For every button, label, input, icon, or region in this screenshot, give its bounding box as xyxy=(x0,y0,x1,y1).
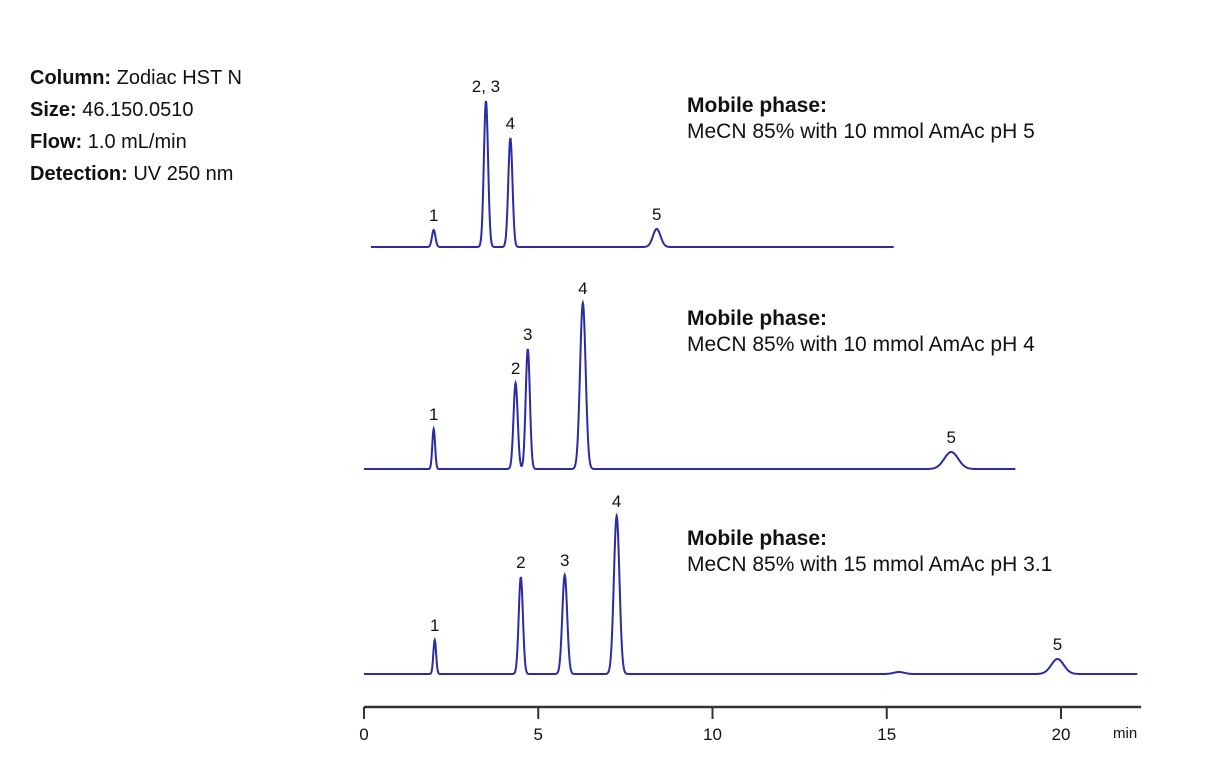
x-tick-label: 15 xyxy=(877,725,896,744)
peak-label: 1 xyxy=(429,405,438,424)
condition-size: Size: 46.150.0510 xyxy=(30,99,194,121)
peak-label: 1 xyxy=(429,206,438,225)
condition-column: Column: Zodiac HST N xyxy=(30,67,242,89)
peak-label: 5 xyxy=(652,205,661,224)
mobile-phase-heading: Mobile phase: xyxy=(687,527,827,550)
x-tick-label: 0 xyxy=(359,725,368,744)
trace-line-1 xyxy=(370,100,894,248)
peak-label: 3 xyxy=(523,325,532,344)
peak-label: 4 xyxy=(578,279,587,298)
peak-label: 1 xyxy=(430,616,439,635)
mobile-phase-condition: MeCN 85% with 10 mmol AmAc pH 4 xyxy=(687,333,1035,356)
peak-label: 2, 3 xyxy=(472,77,500,96)
x-tick-label: 5 xyxy=(534,725,543,744)
peak-label: 5 xyxy=(1053,635,1062,654)
peak-label: 4 xyxy=(612,492,621,511)
peak-label: 2 xyxy=(516,553,525,572)
condition-flow: Flow: 1.0 mL/min xyxy=(30,131,187,153)
trace-line-3 xyxy=(364,512,1138,675)
mobile-phase-heading: Mobile phase: xyxy=(687,307,827,330)
method-conditions: Column: Zodiac HST N Size: 46.150.0510 F… xyxy=(30,62,242,190)
x-tick-label: 10 xyxy=(703,725,722,744)
mobile-phase-condition: MeCN 85% with 10 mmol AmAc pH 5 xyxy=(687,120,1035,143)
x-tick-label: 20 xyxy=(1052,725,1071,744)
peak-label: 2 xyxy=(511,359,520,378)
x-axis-unit-label: min xyxy=(1113,725,1137,742)
peak-label: 3 xyxy=(560,551,569,570)
peak-label: 5 xyxy=(946,428,955,447)
condition-detection: Detection: UV 250 nm xyxy=(30,163,234,185)
peak-label: 4 xyxy=(506,114,515,133)
mobile-phase-condition: MeCN 85% with 15 mmol AmAc pH 3.1 xyxy=(687,553,1052,576)
mobile-phase-heading: Mobile phase: xyxy=(687,94,827,117)
trace-line-2 xyxy=(364,299,1016,470)
